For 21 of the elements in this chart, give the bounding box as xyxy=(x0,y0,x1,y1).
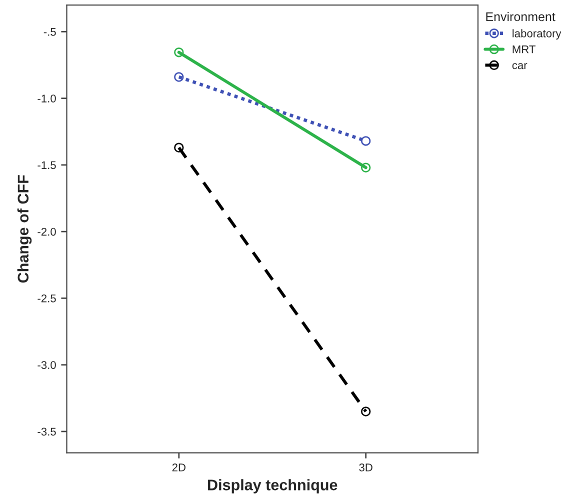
y-axis-title: Change of CFF xyxy=(17,175,32,283)
point xyxy=(174,72,184,82)
y-tick-label: -3.0 xyxy=(38,361,56,369)
y-tick-label: -3.5 xyxy=(38,428,56,436)
point xyxy=(174,142,184,152)
x-axis-title: Display technique xyxy=(208,479,338,494)
point xyxy=(360,162,371,172)
y-tick-label: -1.5 xyxy=(38,161,56,170)
y-tick-label: -2.0 xyxy=(38,228,56,236)
y-tick-label: -1.0 xyxy=(38,94,56,102)
x-tick-label: 2D xyxy=(172,464,186,472)
legend-label: laboratory xyxy=(512,29,561,40)
y-tick-label: -.5 xyxy=(44,28,56,36)
legend-label: car xyxy=(512,63,528,70)
x-tick-label: 3D xyxy=(359,464,372,472)
point xyxy=(360,406,371,416)
legend-label: MRT xyxy=(512,46,536,54)
point xyxy=(360,136,371,146)
y-tick-label: -2.5 xyxy=(38,294,56,302)
legend-title: Environment xyxy=(486,12,556,22)
point xyxy=(174,47,184,58)
